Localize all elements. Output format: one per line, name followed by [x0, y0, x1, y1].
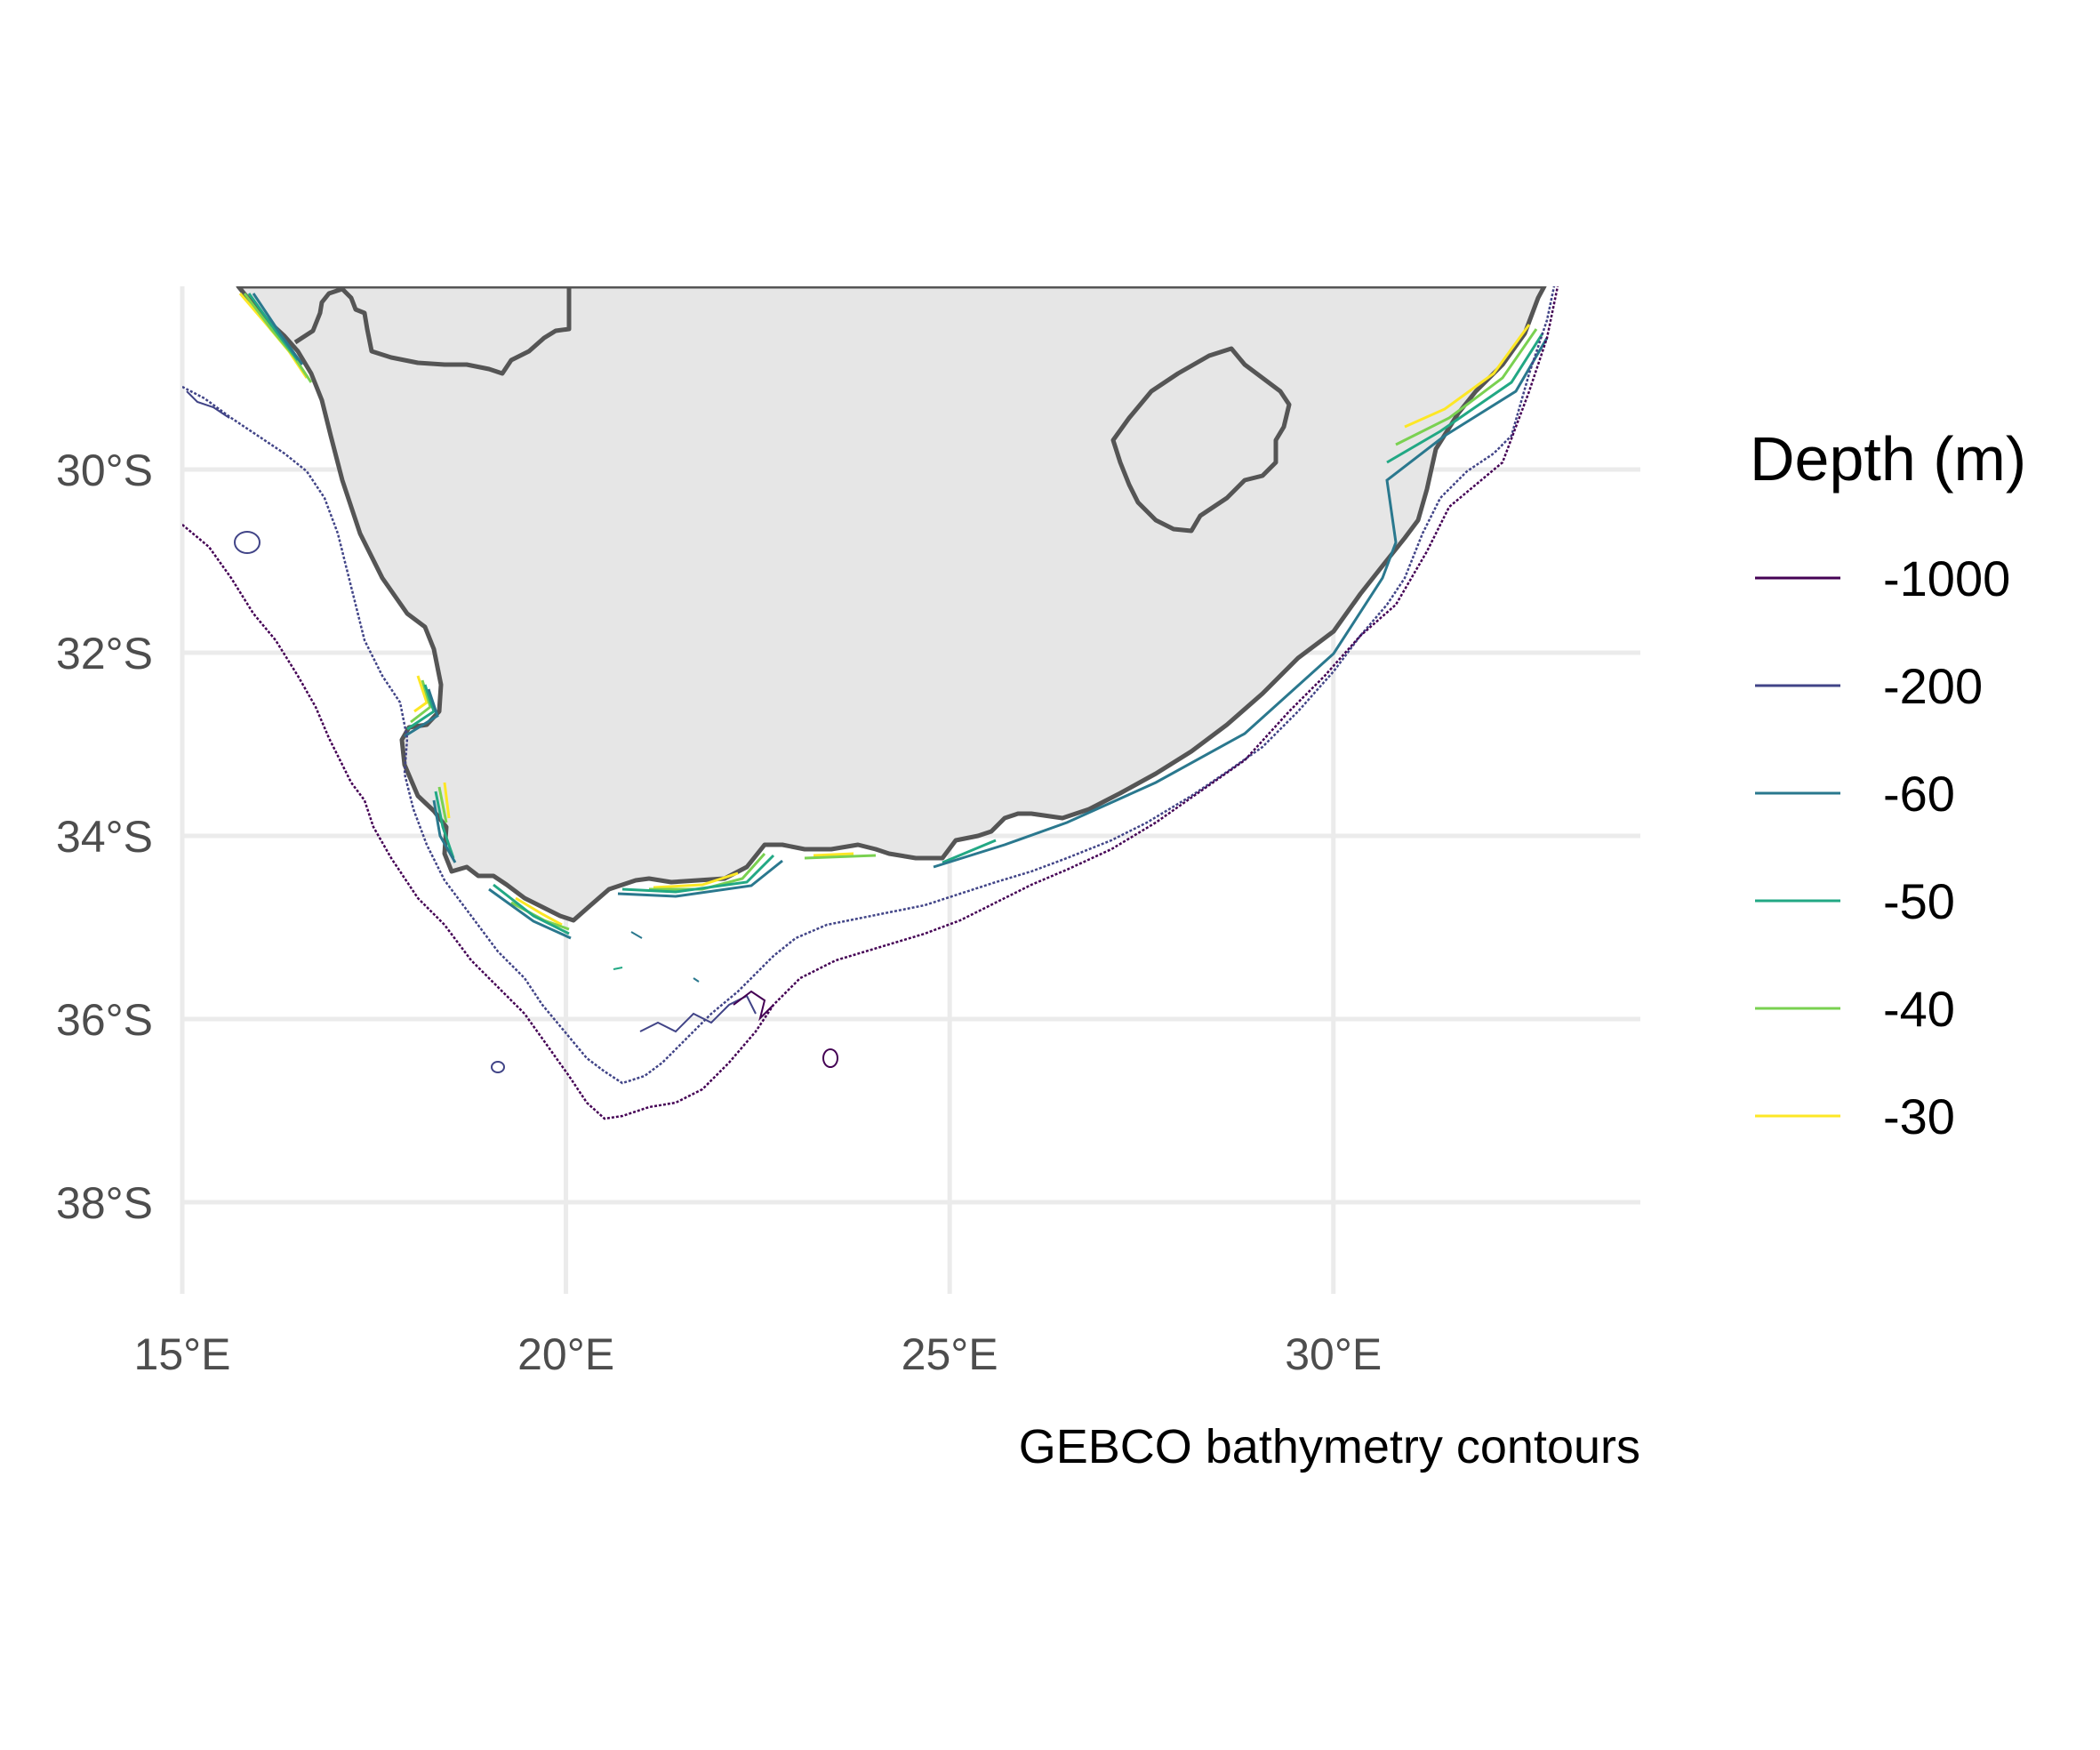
x-axis-labels: 15°E 20°E 25°E 30°E — [134, 1329, 1383, 1379]
x-tick-label: 30°E — [1285, 1329, 1382, 1379]
legend-entry: -50 — [1755, 873, 1955, 929]
legend-entry: -30 — [1755, 1088, 1955, 1144]
legend-label: -200 — [1883, 658, 1983, 714]
contour-minus-200 — [182, 286, 1556, 1085]
legend-label: -1000 — [1883, 550, 2010, 606]
legend-entry: -1000 — [1755, 550, 2010, 606]
x-tick-label: 20°E — [517, 1329, 614, 1379]
y-tick-label: 34°S — [56, 812, 153, 862]
y-tick-label: 36°S — [56, 995, 153, 1045]
contour-minus-60 — [252, 293, 1549, 940]
x-tick-label: 15°E — [134, 1329, 231, 1379]
legend-entry: -40 — [1755, 981, 1955, 1037]
legend-label: -60 — [1883, 766, 1955, 822]
legend-entry: -60 — [1755, 766, 1955, 822]
legend-label: -30 — [1883, 1088, 1955, 1144]
y-tick-label: 38°S — [56, 1178, 153, 1228]
legend-title: Depth (m) — [1750, 424, 2026, 494]
y-tick-label: 32°S — [56, 629, 153, 678]
y-tick-label: 30°S — [56, 446, 153, 495]
legend-entry: -200 — [1755, 658, 1983, 714]
legend-label: -40 — [1883, 981, 1955, 1037]
border-lesotho — [1110, 346, 1292, 534]
contour-fragments — [186, 390, 838, 1073]
contour-minus-50 — [247, 293, 1544, 935]
contours-shallow — [238, 293, 1549, 940]
map-caption: GEBCO bathymetry contours — [1019, 1420, 1640, 1473]
legend-label: -50 — [1883, 873, 1955, 929]
y-axis-labels: 30°S 32°S 34°S 36°S 38°S — [56, 446, 153, 1228]
border-namibia — [293, 286, 572, 376]
contour-minus-1000 — [182, 286, 1559, 1120]
legend: Depth (m) -1000 -200 -60 -50 -40 -30 — [1750, 424, 2026, 1144]
x-tick-label: 25°E — [902, 1329, 998, 1379]
